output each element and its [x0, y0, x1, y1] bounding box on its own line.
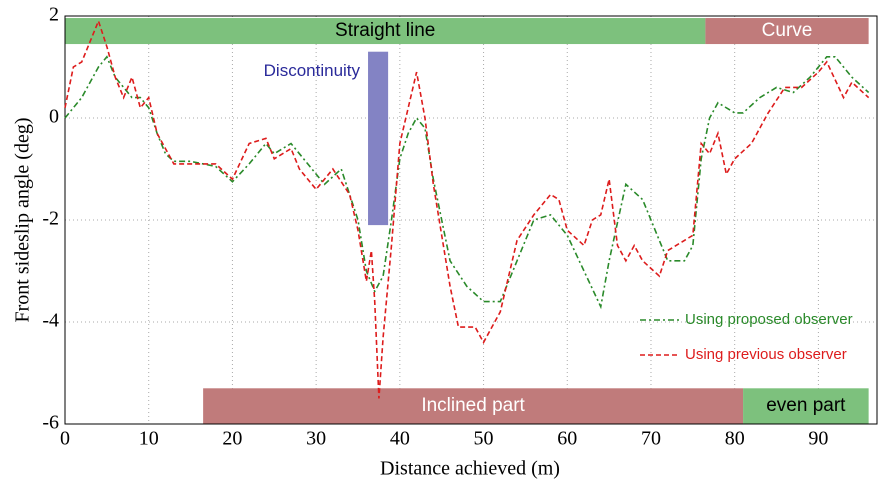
x-tick-label: 20: [222, 428, 242, 450]
data-line: [64, 18, 870, 399]
y-axis-label: Front sideslip angle (deg): [12, 118, 34, 323]
annotation-band: [65, 18, 706, 45]
y-tick-label: -6: [42, 412, 59, 434]
legend-label: Using previous observer: [685, 346, 847, 363]
legend-label: Using proposed observer: [685, 311, 853, 328]
x-tick-label: 40: [390, 428, 410, 450]
x-tick-label: 0: [60, 428, 70, 450]
y-tick-label: -4: [42, 310, 59, 332]
x-tick-label: 50: [474, 428, 494, 450]
x-tick-label: 90: [808, 428, 828, 450]
annotation-label: Inclined part: [421, 395, 525, 416]
annotation-band: [743, 388, 869, 424]
x-axis-label: Distance achieved (m): [380, 458, 560, 480]
y-tick-label: 0: [49, 106, 59, 128]
x-tick-label: 30: [306, 428, 326, 450]
annotation-label: Straight line: [335, 20, 435, 41]
x-tick-label: 70: [641, 428, 661, 450]
x-tick-label: 80: [725, 428, 745, 450]
x-tick-label: 60: [557, 428, 577, 450]
x-tick-label: 10: [139, 428, 159, 450]
y-tick-label: 2: [49, 4, 59, 26]
y-tick-label: -2: [42, 208, 59, 230]
plot-frame: [64, 15, 878, 425]
annotation-label: even part: [766, 395, 846, 416]
annotation-band: [368, 51, 389, 226]
annotation-band: [203, 388, 744, 424]
annotation-label: Discontinuity: [264, 61, 361, 80]
annotation-label: Curve: [762, 20, 813, 41]
data-line: [64, 55, 870, 310]
annotation-band: [705, 18, 869, 45]
